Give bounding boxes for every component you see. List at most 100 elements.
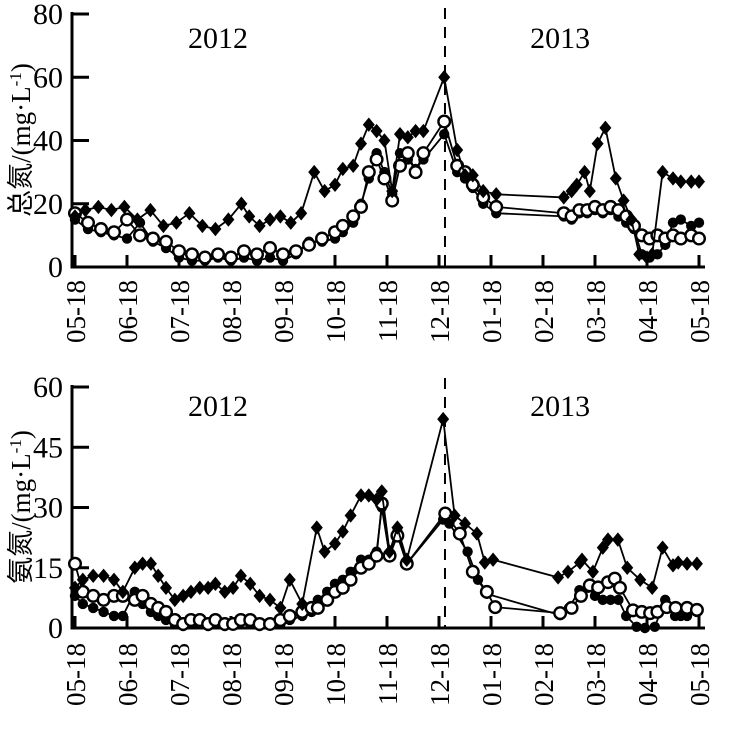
diamond-marker	[243, 209, 256, 224]
diamond-marker	[561, 564, 574, 579]
open-circle-marker	[145, 231, 160, 246]
diamond-marker	[283, 572, 296, 587]
open-circle-marker	[393, 158, 408, 173]
x-tick-label: 12-18	[425, 643, 455, 706]
open-circle-marker	[263, 241, 278, 256]
diamond-marker	[184, 584, 197, 600]
diamond-marker	[459, 168, 471, 183]
diamond-marker	[92, 199, 105, 215]
y-tick-label: 0	[48, 251, 63, 284]
diamond-marker	[318, 183, 331, 199]
y-tick-label: 30	[33, 492, 63, 525]
x-tick-label: 11-18	[373, 643, 403, 705]
open-circle-marker	[438, 506, 453, 521]
diamond-marker	[284, 215, 297, 230]
open-circle-marker	[452, 526, 467, 541]
diamond-marker	[448, 508, 461, 523]
open-circle-marker	[276, 247, 291, 262]
open-circle-marker	[197, 250, 212, 265]
open-circle-marker	[67, 556, 82, 571]
diamond-marker	[105, 202, 118, 218]
open-circle-marker	[400, 146, 415, 161]
diamond-marker	[310, 520, 323, 535]
y-tick-label: 60	[33, 61, 63, 94]
x-tick-label: 09-18	[269, 643, 299, 706]
year-label-2012: 2012	[188, 22, 248, 55]
diamond-marker	[656, 540, 669, 555]
open-circle-marker	[93, 222, 108, 237]
x-tick-label: 05-18	[685, 280, 715, 343]
year-label-2013: 2013	[530, 22, 590, 55]
diamond-marker	[69, 580, 81, 596]
x-tick-label: 10-18	[321, 643, 351, 706]
filled-circle-marker	[639, 622, 651, 634]
diamond-marker	[672, 555, 685, 570]
diamond-marker	[355, 488, 367, 503]
diamond-marker	[222, 212, 235, 227]
diamond-marker	[235, 196, 248, 211]
diamond-marker	[308, 164, 321, 180]
diamond-marker	[578, 164, 591, 180]
y-axis: 0 15 30 45 60 氨氮/(mg·L-1)	[6, 371, 89, 645]
open-circle-marker	[346, 209, 361, 224]
diamond-marker	[118, 199, 131, 215]
series-open-circle	[67, 114, 707, 265]
diamond-marker	[591, 136, 604, 151]
diamond-marker	[227, 580, 240, 596]
open-circle-marker	[689, 602, 704, 617]
diamond-marker	[355, 136, 367, 151]
open-circle-marker	[553, 606, 568, 621]
diamond-marker	[144, 202, 157, 218]
open-circle-marker	[335, 218, 350, 233]
diamond-marker	[391, 520, 404, 535]
diamond-marker	[116, 584, 129, 600]
diamond-marker	[152, 568, 165, 583]
filled-circle-marker	[444, 518, 455, 529]
filled-circle-marker	[264, 252, 276, 263]
diamond-marker	[685, 174, 698, 189]
diamond-marker	[347, 158, 360, 173]
diamond-marker	[609, 171, 622, 186]
diamond-marker	[490, 187, 503, 202]
x-tick-label: 08-18	[217, 280, 247, 343]
y-tick-label: 80	[33, 0, 63, 31]
diamond-marker	[617, 193, 630, 208]
open-circle-marker	[437, 114, 452, 129]
open-circle-marker	[573, 588, 588, 603]
x-tick-label: 09-18	[269, 280, 299, 343]
diamond-marker	[656, 164, 669, 180]
x-tick-label: 08-18	[217, 643, 247, 706]
x-tick-label: 05-18	[685, 643, 715, 706]
diamond-marker	[570, 177, 583, 192]
y-axis-title: 氨氮/(mg·L-1)	[6, 430, 36, 584]
open-circle-marker	[479, 584, 494, 599]
diamond-marker	[466, 168, 479, 183]
x-tick-label: 03-18	[581, 643, 611, 706]
diamond-marker	[437, 411, 450, 427]
diamond-marker	[344, 508, 357, 523]
diamond-marker	[170, 215, 183, 230]
diamond-marker	[296, 596, 309, 612]
x-tick-label: 05-18	[61, 280, 91, 343]
diamond-marker	[400, 552, 413, 567]
diamond-marker	[383, 544, 396, 559]
diamond-marker	[576, 552, 588, 567]
open-circle-marker	[416, 146, 431, 161]
diamond-marker	[76, 572, 89, 587]
open-circle-marker	[132, 228, 147, 243]
diamond-marker	[234, 568, 247, 583]
x-tick-label: 06-18	[113, 280, 143, 343]
diamond-marker	[602, 532, 614, 547]
y-tick-label: 20	[33, 188, 63, 221]
diamond-marker	[378, 133, 391, 148]
diamond-marker	[634, 572, 647, 587]
diamond-marker	[87, 568, 100, 583]
diamond-marker	[438, 70, 451, 85]
diamond-marker	[375, 484, 388, 499]
open-circle-marker	[361, 556, 376, 571]
diamond-marker	[79, 202, 92, 218]
diamond-marker	[131, 212, 144, 227]
filled-circle-marker	[605, 594, 616, 606]
diamond-marker	[409, 123, 422, 139]
